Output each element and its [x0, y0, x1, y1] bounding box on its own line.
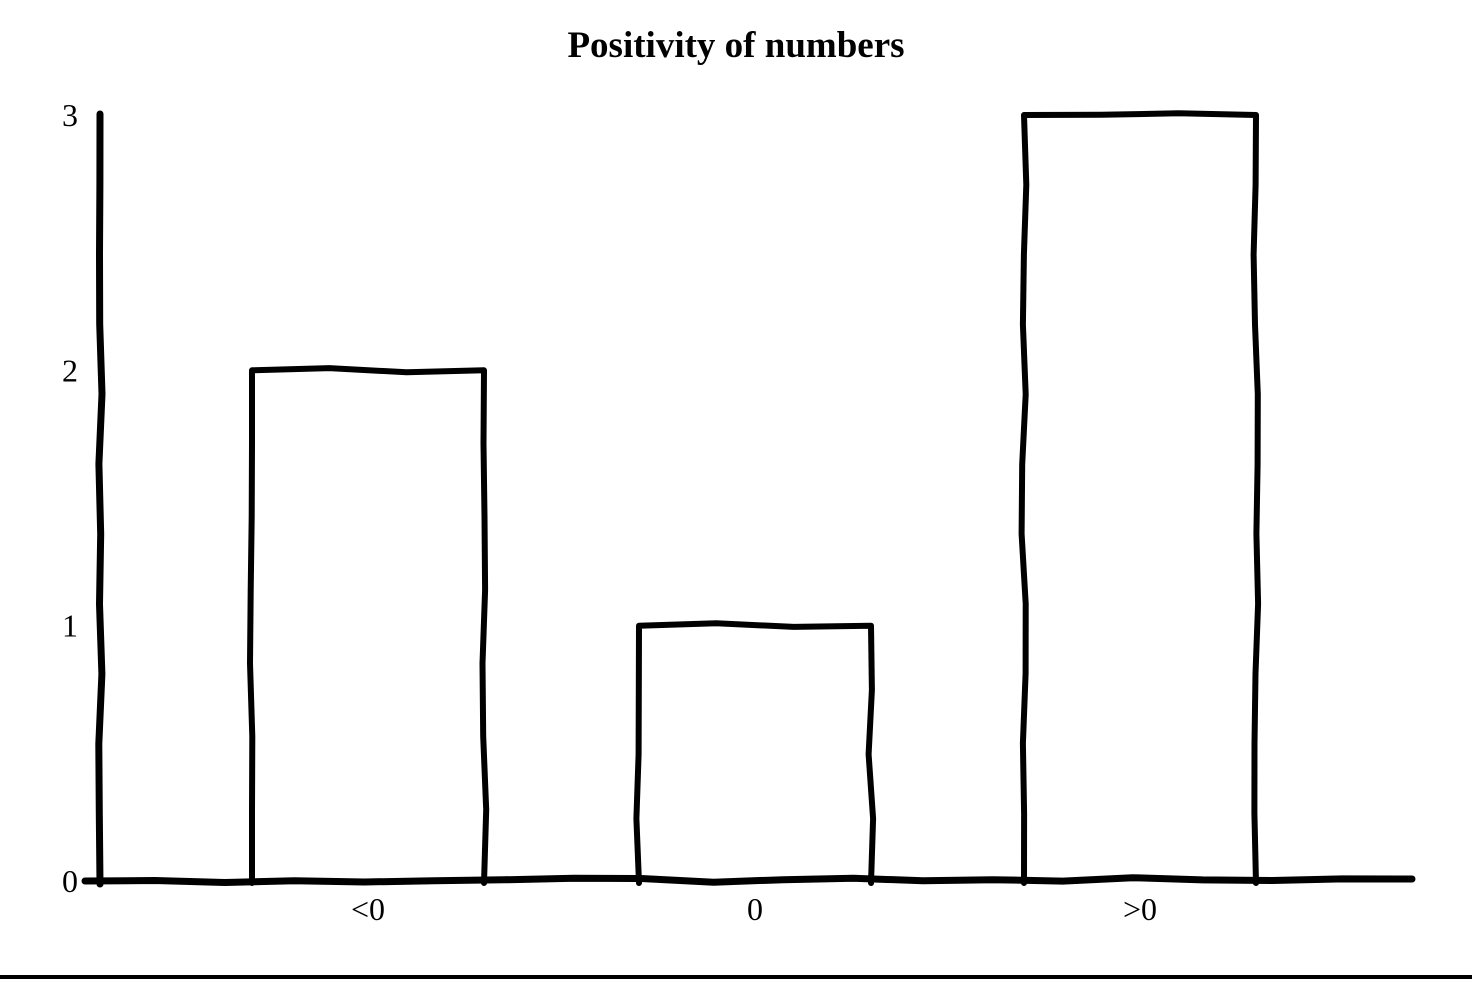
bar	[633, 620, 877, 886]
y-tick-label: 3	[62, 97, 78, 133]
y-axis	[95, 110, 106, 888]
x-category-label: 0	[747, 891, 763, 927]
y-tick-label: 2	[62, 352, 78, 388]
bar	[1018, 110, 1262, 886]
x-category-label: >0	[1123, 891, 1157, 927]
chart-title: Positivity of numbers	[567, 25, 904, 66]
y-tick-label: 0	[62, 863, 78, 899]
bar	[247, 365, 490, 886]
x-category-label: <0	[351, 891, 385, 927]
bottom-rule	[0, 975, 1472, 979]
axes-layer	[81, 110, 1416, 888]
bars-layer	[247, 110, 1262, 886]
x-axis	[81, 874, 1416, 886]
y-tick-label: 1	[62, 608, 78, 644]
labels-layer: 0 1 2 3 <0 0 >0	[62, 97, 1157, 927]
